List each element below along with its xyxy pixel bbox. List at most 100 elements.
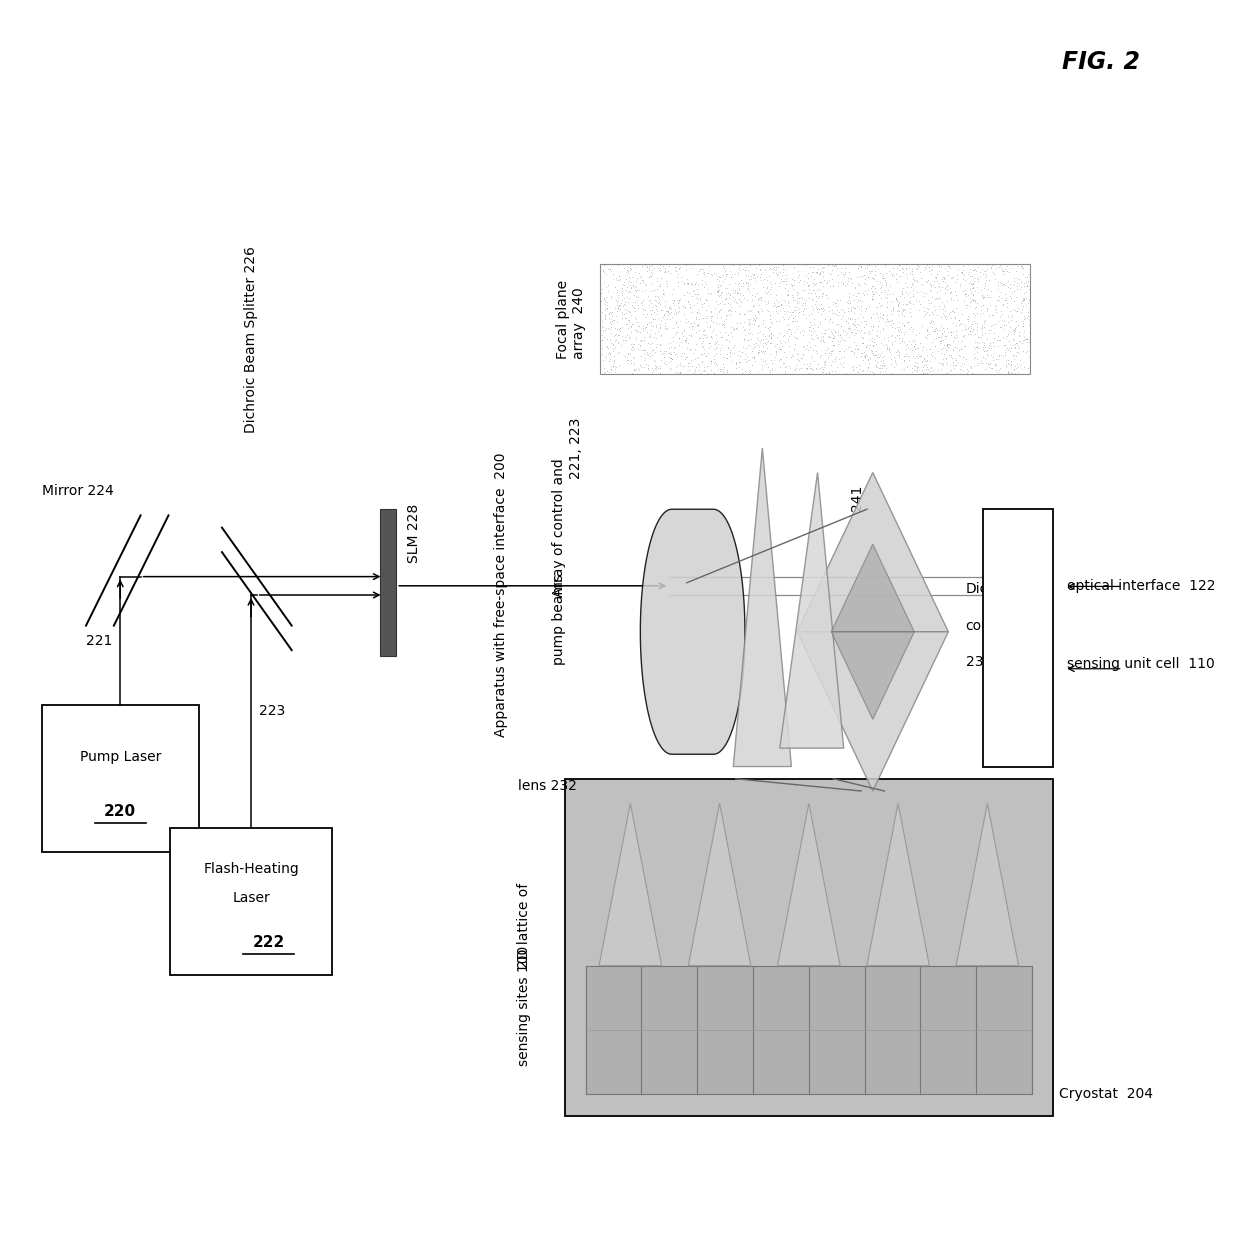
Point	[863, 282, 883, 302]
Point	[753, 336, 773, 356]
Point	[854, 346, 874, 366]
Point	[870, 362, 890, 382]
Point	[811, 346, 831, 366]
Point	[1009, 326, 1029, 346]
Point	[961, 358, 981, 378]
Point	[946, 348, 966, 368]
Point	[981, 295, 1001, 315]
Point	[598, 296, 618, 316]
Point	[875, 255, 895, 275]
Point	[858, 268, 878, 287]
Point	[867, 296, 887, 316]
Point	[999, 354, 1019, 374]
Point	[642, 361, 662, 380]
Point	[771, 269, 791, 289]
Point	[904, 361, 924, 380]
Point	[1007, 268, 1027, 287]
Point	[677, 269, 697, 289]
Point	[760, 343, 780, 363]
Point	[720, 322, 740, 342]
Point	[928, 271, 947, 291]
Point	[804, 254, 823, 274]
Point	[672, 270, 692, 290]
Point	[889, 347, 909, 367]
Point	[604, 356, 624, 375]
Point	[952, 264, 972, 284]
Point	[921, 312, 941, 332]
Point	[870, 281, 890, 301]
Point	[826, 255, 846, 275]
Point	[949, 353, 968, 373]
Point	[962, 279, 982, 299]
Point	[1007, 301, 1027, 321]
Point	[909, 291, 929, 311]
Point	[800, 279, 820, 299]
Point	[940, 258, 960, 278]
Point	[977, 255, 997, 275]
Point	[787, 343, 807, 363]
Point	[692, 352, 712, 372]
Point	[782, 287, 802, 307]
Point	[966, 347, 986, 367]
Point	[857, 256, 877, 276]
Point	[627, 321, 647, 341]
Point	[786, 291, 806, 311]
Point	[1011, 280, 1030, 300]
Point	[775, 304, 795, 323]
Point	[961, 284, 981, 304]
Point	[996, 341, 1016, 361]
Point	[959, 309, 978, 328]
Point	[924, 275, 944, 295]
Point	[1009, 337, 1029, 357]
Point	[1001, 352, 1021, 372]
Point	[608, 299, 627, 318]
Point	[688, 274, 708, 294]
Point	[879, 338, 899, 358]
Point	[774, 290, 794, 310]
Point	[813, 263, 833, 282]
Point	[920, 274, 940, 294]
Point	[645, 290, 665, 310]
Point	[885, 342, 905, 362]
Point	[897, 268, 916, 287]
Point	[782, 311, 802, 331]
Point	[898, 337, 918, 357]
Point	[949, 311, 968, 331]
Point	[609, 291, 629, 311]
Point	[684, 359, 704, 379]
Point	[749, 304, 769, 323]
Point	[970, 304, 990, 323]
Point	[689, 328, 709, 348]
Point	[600, 333, 620, 353]
Point	[906, 271, 926, 291]
Point	[701, 336, 720, 356]
Point	[683, 280, 703, 300]
Point	[862, 309, 882, 328]
Point	[963, 274, 983, 294]
Point	[941, 359, 961, 379]
Point	[620, 328, 640, 348]
Point	[796, 309, 816, 328]
Point	[966, 261, 986, 281]
Point	[998, 271, 1018, 291]
Text: 221, 223: 221, 223	[569, 418, 583, 478]
Point	[848, 339, 868, 359]
Text: lens 232: lens 232	[518, 779, 577, 793]
Point	[683, 343, 703, 363]
Point	[635, 280, 655, 300]
Point	[820, 363, 839, 383]
Point	[619, 301, 639, 321]
Point	[889, 342, 909, 362]
Point	[763, 261, 782, 281]
Point	[813, 265, 833, 285]
Point	[812, 299, 832, 318]
Point	[901, 358, 921, 378]
Point	[884, 357, 904, 377]
Point	[637, 256, 657, 276]
Point	[775, 362, 795, 382]
Point	[748, 328, 768, 348]
Point	[849, 316, 869, 336]
Point	[661, 302, 681, 322]
Point	[842, 310, 862, 330]
Point	[999, 254, 1019, 274]
